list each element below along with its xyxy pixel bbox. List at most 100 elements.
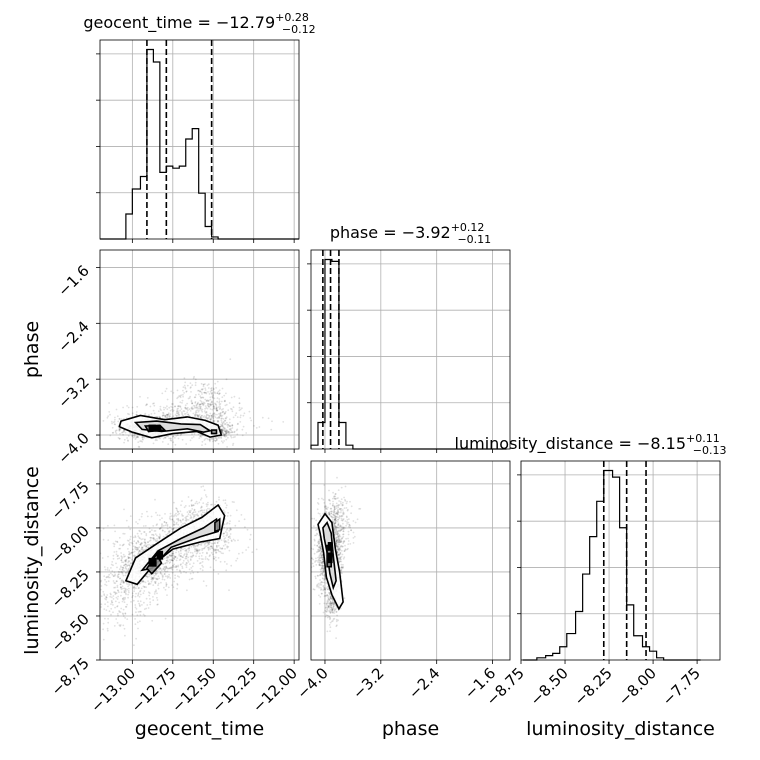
sample-point — [204, 387, 207, 390]
sample-point — [116, 584, 119, 587]
sample-point — [103, 593, 105, 595]
sample-point — [229, 358, 232, 361]
sample-point — [166, 405, 168, 408]
sample-point — [220, 428, 223, 431]
sample-point — [215, 406, 218, 409]
sample-point — [321, 569, 324, 572]
sample-point — [224, 433, 226, 436]
sample-point — [138, 549, 141, 552]
sample-point — [314, 561, 316, 563]
sample-cloud — [100, 485, 258, 647]
sample-point — [223, 560, 226, 563]
sample-point — [121, 569, 124, 571]
sample-point — [189, 511, 191, 514]
sample-point — [163, 521, 166, 523]
sample-point — [182, 559, 185, 562]
sample-point — [184, 557, 187, 560]
title-median: −12.79 — [216, 13, 275, 32]
sample-point — [128, 413, 131, 416]
sample-point — [200, 396, 203, 399]
sample-point — [113, 591, 115, 594]
sample-point — [132, 587, 135, 589]
sample-point — [220, 415, 223, 418]
sample-point — [128, 584, 131, 586]
sample-point — [211, 553, 214, 556]
sample-point — [328, 602, 331, 605]
sample-point — [179, 519, 182, 522]
sample-point — [205, 495, 208, 498]
sample-point — [122, 566, 124, 569]
sample-point — [200, 514, 203, 517]
sample-point — [339, 556, 342, 559]
sample-point — [187, 413, 190, 416]
sample-point — [171, 552, 174, 555]
sample-point — [199, 562, 202, 564]
sample-point — [210, 387, 213, 389]
sample-point — [137, 541, 140, 544]
sample-point — [226, 528, 229, 530]
sample-point — [157, 584, 159, 587]
sample-point — [315, 534, 317, 537]
sample-point — [166, 570, 169, 573]
sample-point — [319, 564, 322, 566]
sample-point — [121, 600, 124, 603]
sample-point — [321, 562, 323, 564]
sample-point — [312, 548, 315, 551]
sample-point — [163, 578, 166, 581]
sample-point — [343, 597, 346, 600]
sample-point — [215, 408, 218, 410]
sample-point — [221, 421, 223, 424]
sample-point — [214, 416, 217, 419]
sample-point — [167, 556, 170, 559]
sample-point — [154, 577, 156, 579]
sample-point — [119, 577, 122, 580]
sample-point — [121, 585, 124, 588]
sample-point — [146, 403, 148, 406]
sample-point — [161, 575, 164, 577]
sample-point — [204, 443, 207, 446]
sample-point — [197, 393, 200, 396]
sample-point — [184, 563, 187, 566]
sample-point — [128, 543, 130, 546]
sample-point — [161, 578, 164, 581]
sample-point — [223, 433, 225, 436]
sample-point — [208, 541, 211, 544]
sample-point — [320, 581, 323, 584]
sample-point — [332, 521, 335, 524]
sample-point — [212, 388, 215, 391]
sample-point — [139, 543, 142, 546]
sample-point — [189, 572, 192, 575]
sample-point — [221, 396, 224, 399]
sample-point — [127, 560, 130, 563]
sample-point — [322, 569, 325, 572]
sample-point — [152, 538, 155, 541]
sample-point — [155, 511, 157, 514]
sample-point — [192, 513, 195, 516]
sample-point — [158, 537, 161, 540]
sample-point — [195, 411, 198, 414]
sample-point — [175, 415, 178, 417]
sample-point — [122, 574, 125, 577]
sample-point — [184, 547, 186, 550]
sample-point — [238, 552, 240, 555]
sample-point — [153, 537, 155, 540]
sample-point — [200, 433, 202, 436]
sample-point — [199, 567, 202, 570]
sample-point — [213, 550, 216, 552]
sample-point — [199, 390, 201, 393]
sample-point — [113, 625, 116, 627]
sample-point — [213, 415, 216, 417]
sample-point — [129, 528, 132, 531]
contour-level-4 — [214, 517, 221, 533]
sample-point — [122, 430, 125, 433]
sample-point — [213, 412, 216, 414]
sample-point — [178, 395, 181, 397]
sample-point — [155, 570, 158, 572]
sample-point — [138, 518, 141, 521]
sample-point — [128, 583, 130, 585]
sample-point — [120, 587, 123, 589]
sample-point — [222, 410, 225, 413]
sample-point — [153, 581, 156, 583]
sample-point — [194, 402, 197, 404]
sample-point — [175, 551, 177, 554]
